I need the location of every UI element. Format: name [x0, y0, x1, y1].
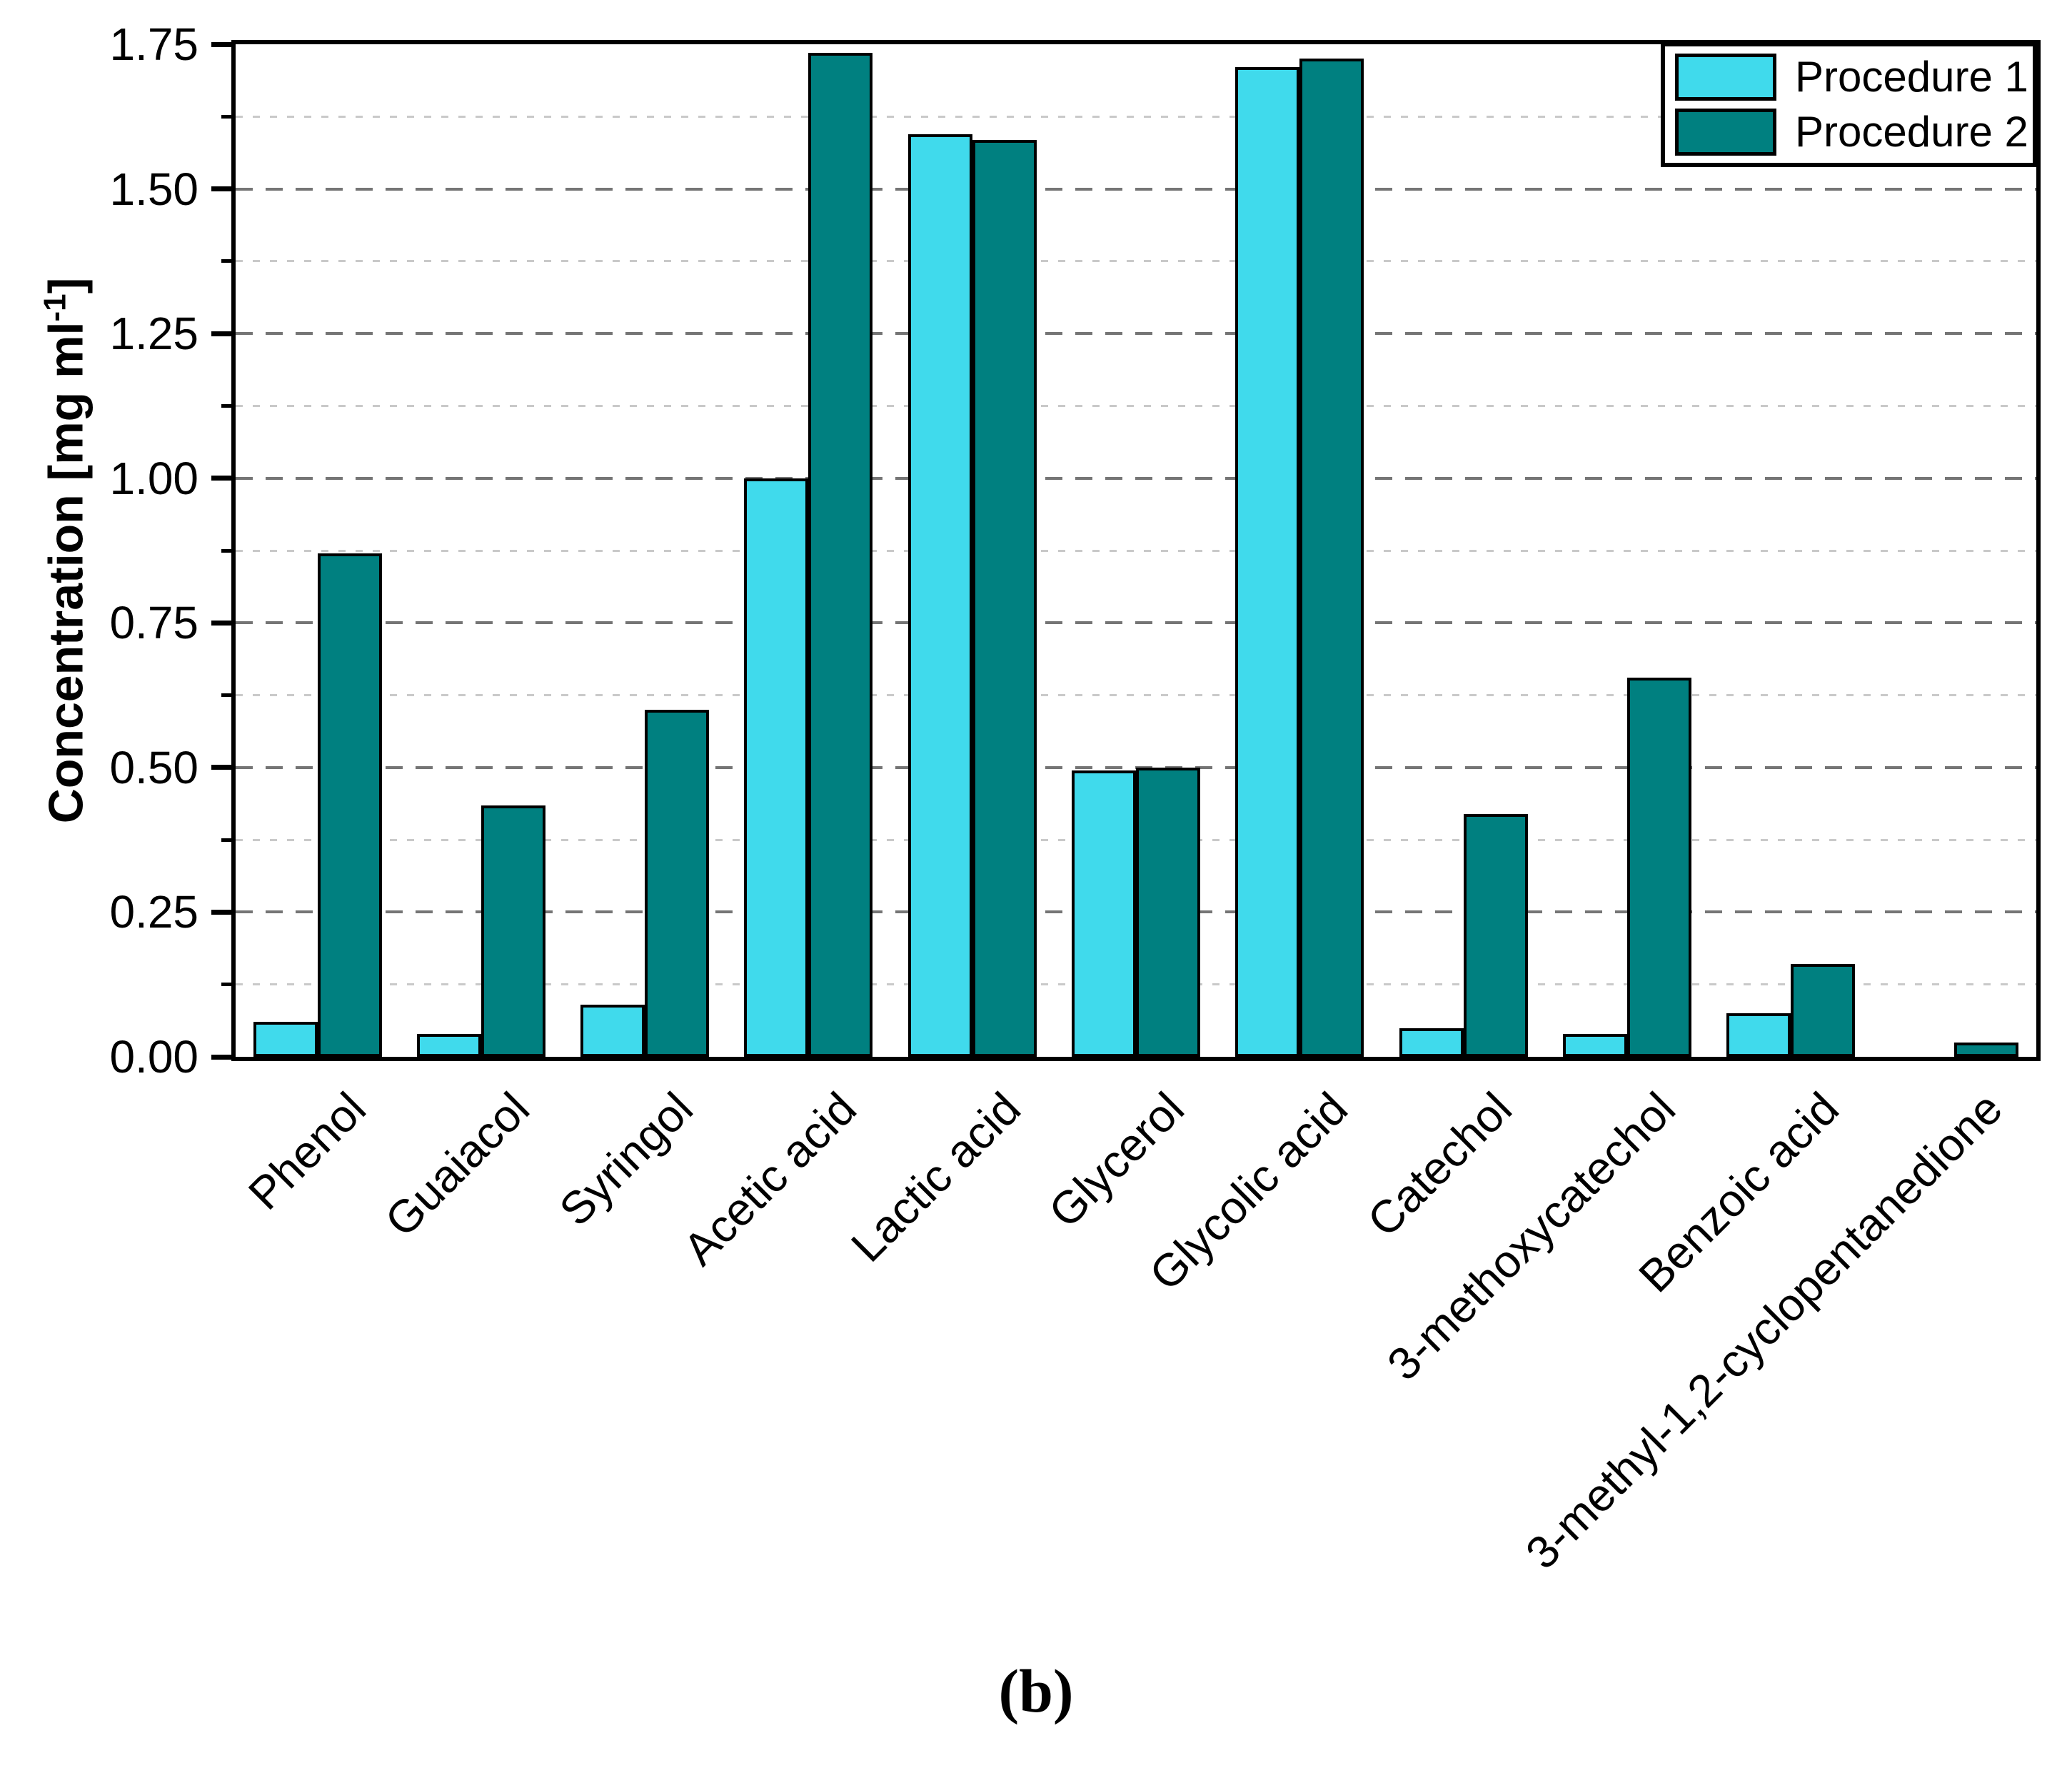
gridline-minor: [236, 115, 2036, 118]
x-category-label-glycolic-acid: Glycolic acid: [1140, 1083, 1358, 1300]
gridline-minor: [236, 694, 2036, 697]
legend-label: Procedure 1: [1795, 53, 2028, 101]
y-axis-minor-tick: [221, 548, 236, 553]
gridline-major: [236, 187, 2036, 191]
y-axis-major-tick: [211, 186, 236, 192]
bar-procedure-2-benzoic-acid: [1791, 964, 1856, 1057]
bar-procedure-1-3-methoxycatechol: [1562, 1033, 1627, 1057]
y-axis-tick-label: 0.50: [109, 741, 198, 793]
y-axis-title-suffix: ]: [39, 277, 94, 294]
y-axis-major-tick: [211, 620, 236, 626]
x-category-label-benzoic-acid: Benzoic acid: [1629, 1083, 1849, 1302]
y-axis-major-tick: [211, 1054, 236, 1060]
y-axis-tick-label: 1.75: [109, 19, 198, 70]
y-axis-tick-label: 1.00: [109, 452, 198, 504]
y-axis-minor-tick: [221, 693, 236, 698]
gridline-major: [236, 765, 2036, 769]
y-axis-major-tick: [211, 765, 236, 770]
y-axis-minor-tick: [221, 259, 236, 263]
y-axis-tick-label: 0.75: [109, 597, 198, 649]
bar-procedure-2-guaiacol: [481, 805, 545, 1057]
y-axis-minor-tick: [221, 983, 236, 987]
x-category-label-3-methoxycatechol: 3-methoxycatechol: [1377, 1083, 1685, 1390]
y-axis-major-tick: [211, 331, 236, 336]
y-axis-major-tick: [211, 476, 236, 481]
y-axis-tick-label: 0.25: [109, 886, 198, 938]
bar-procedure-1-lactic-acid: [907, 134, 972, 1057]
bar-procedure-2-syringol: [645, 709, 710, 1057]
bar-procedure-1-glycerol: [1072, 770, 1136, 1057]
legend-label: Procedure 2: [1795, 107, 2028, 156]
y-axis-title: Concentration [mg ml-1]: [38, 278, 94, 823]
bar-procedure-1-syringol: [580, 1005, 645, 1057]
y-axis-title-text: Concentration [mg ml: [39, 321, 94, 824]
gridline-major: [236, 332, 2036, 336]
gridline-minor: [236, 549, 2036, 552]
y-axis-minor-tick: [221, 403, 236, 408]
y-axis-major-tick: [211, 909, 236, 915]
bar-procedure-1-catechol: [1399, 1028, 1464, 1057]
x-category-label-3-methyl-1-2-cyclopentanedione: 3-methyl-1,2-cyclopentanedione: [1516, 1083, 2013, 1579]
gridline-major: [236, 476, 2036, 480]
legend: Procedure 1 Procedure 2: [1661, 42, 2037, 167]
plot-area: [231, 40, 2041, 1061]
y-axis-minor-tick: [221, 838, 236, 842]
legend-swatch-procedure-1: [1675, 54, 1776, 101]
y-axis-major-tick: [211, 41, 236, 47]
gridline-major: [236, 621, 2036, 625]
bar-procedure-2-acetic-acid: [808, 53, 873, 1057]
bar-procedure-1-guaiacol: [416, 1033, 481, 1057]
y-axis-tick-label: 1.25: [109, 308, 198, 360]
bar-procedure-2-3-methyl-1-2-cyclopentanedione: [1954, 1042, 2019, 1057]
y-axis-tick-label: 0.00: [109, 1031, 198, 1083]
x-category-label-syringol: Syringol: [549, 1083, 703, 1236]
legend-item-procedure-2: Procedure 2: [1665, 107, 2033, 156]
bar-procedure-2-glycerol: [1136, 767, 1200, 1057]
x-category-label-catechol: Catechol: [1357, 1083, 1522, 1247]
x-category-label-glycerol: Glycerol: [1039, 1083, 1194, 1237]
gridline-minor: [236, 404, 2036, 407]
x-category-label-lactic-acid: Lactic acid: [840, 1083, 1030, 1272]
legend-item-procedure-1: Procedure 1: [1665, 54, 2033, 101]
x-category-label-acetic-acid: Acetic acid: [673, 1083, 867, 1275]
bar-procedure-2-phenol: [317, 553, 382, 1057]
bar-procedure-1-phenol: [253, 1022, 318, 1057]
bar-procedure-1-acetic-acid: [744, 478, 809, 1057]
bar-procedure-2-catechol: [1463, 813, 1528, 1057]
y-axis-tick-label: 1.50: [109, 163, 198, 215]
bar-procedure-2-lactic-acid: [972, 139, 1037, 1057]
bar-procedure-1-benzoic-acid: [1726, 1013, 1791, 1057]
subfigure-caption: (b): [998, 1657, 1074, 1725]
gridline-minor: [236, 260, 2036, 263]
y-axis-title-superscript: -1: [37, 293, 73, 322]
bar-procedure-1-glycolic-acid: [1235, 67, 1300, 1057]
bar-procedure-2-3-methoxycatechol: [1626, 678, 1691, 1057]
bar-procedure-2-glycolic-acid: [1299, 59, 1364, 1057]
y-axis-minor-tick: [221, 114, 236, 119]
legend-swatch-procedure-2: [1675, 108, 1776, 156]
